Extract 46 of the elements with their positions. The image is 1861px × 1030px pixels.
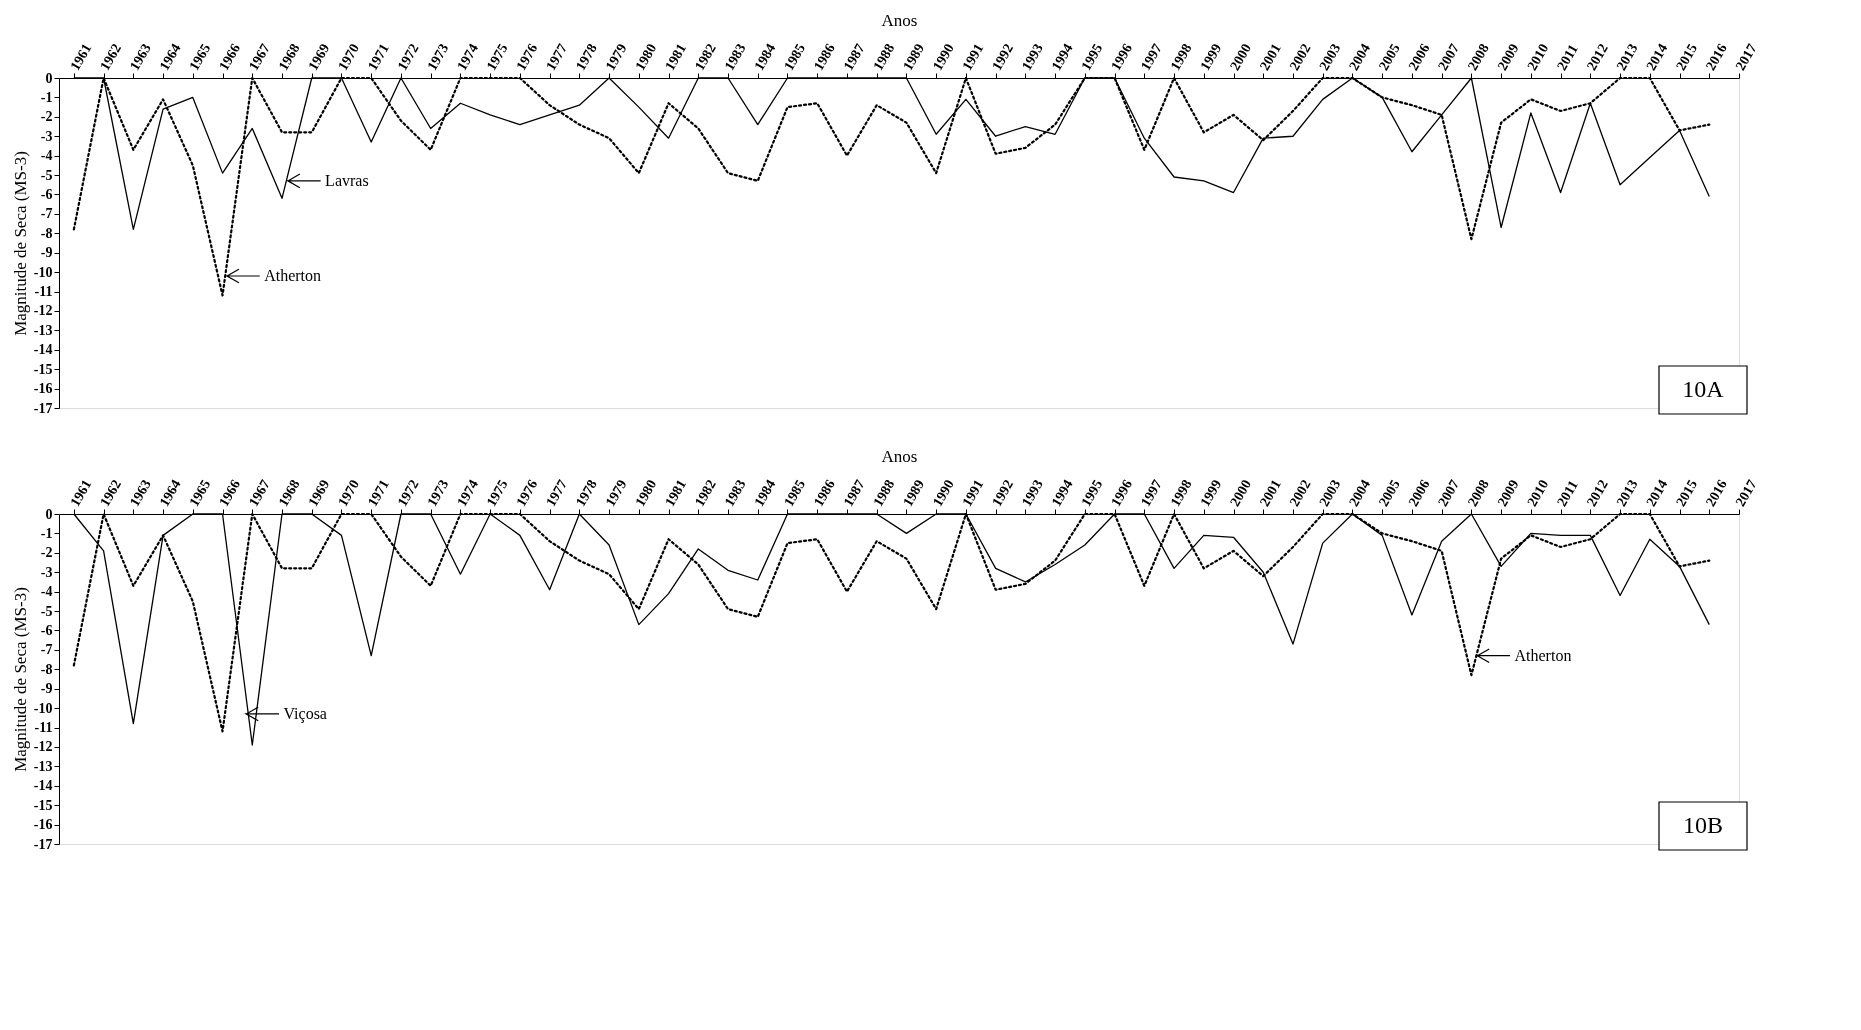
x-axis-title: Anos [881,446,918,466]
y-axis-title: Magnitude de Seca (MS-3) [10,587,30,772]
y-axis-title: Magnitude de Seca (MS-3) [10,151,30,336]
y-tick-label: -3 [40,564,53,580]
y-tick-label: -9 [40,245,53,261]
y-tick-label: -12 [33,739,53,755]
y-tick-label: -14 [33,342,53,358]
y-tick-label: -11 [34,284,53,300]
annotation: Viçosa [283,704,327,723]
y-tick-label: -7 [40,642,53,658]
y-tick-label: -9 [40,681,53,697]
y-tick-label: -12 [33,303,53,319]
y-tick-label: -14 [33,778,53,794]
y-tick-label: -3 [40,128,53,144]
y-tick-label: -15 [33,361,53,377]
x-axis-title: Anos [881,10,918,30]
annotation: 10B [1682,812,1724,838]
y-tick-label: -17 [33,400,53,416]
y-tick-label: -10 [33,264,53,280]
y-tick-label: -13 [33,758,53,774]
annotation: 10A [1682,376,1725,402]
annotation: Lavras [325,171,369,189]
annotation: Atherton [1514,646,1572,664]
y-tick-label: -6 [40,186,53,202]
y-tick-label: -1 [40,89,53,105]
y-tick-label: -2 [40,109,53,125]
y-tick-label: -1 [40,525,53,541]
y-tick-label: -16 [33,381,53,397]
y-tick-label: -10 [33,700,53,716]
y-tick-label: -5 [40,603,53,619]
y-tick-label: -8 [40,225,53,241]
y-tick-label: -4 [40,584,53,600]
y-tick-label: -5 [40,167,53,183]
y-tick-label: -13 [33,322,53,338]
y-tick-label: -7 [40,206,53,222]
y-tick-label: -2 [40,545,53,561]
y-tick-label: 0 [45,506,53,522]
y-tick-label: -15 [33,797,53,813]
y-tick-label: -6 [40,622,53,638]
y-tick-label: -11 [34,720,53,736]
y-tick-label: -4 [40,148,53,164]
y-tick-label: -16 [33,817,53,833]
y-tick-label: -17 [33,836,53,852]
y-tick-label: -8 [40,661,53,677]
y-tick-label: 0 [45,70,53,86]
annotation: Atherton [264,267,322,284]
